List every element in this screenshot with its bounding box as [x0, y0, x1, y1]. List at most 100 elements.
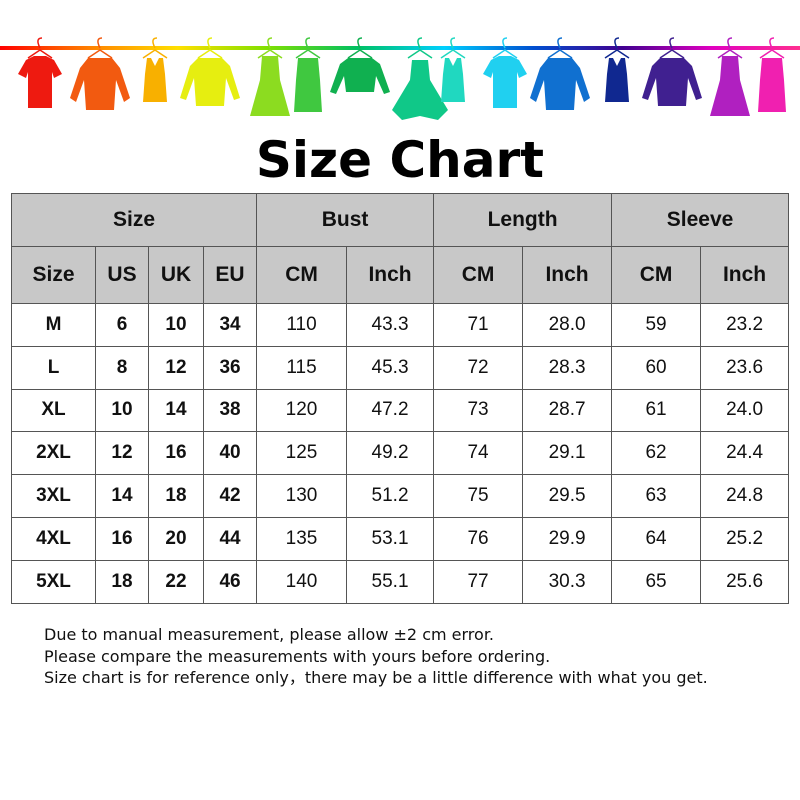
table-cell: 12 [95, 431, 149, 476]
sub-header-row: Size US UK EU CM Inch CM Inch CM Inch [11, 246, 790, 304]
table-cell: 20 [148, 516, 204, 561]
table-cell: 42 [202, 474, 258, 518]
table-cell: 28.3 [522, 345, 613, 390]
hanger-icon [347, 37, 373, 59]
hanger-icon [440, 37, 466, 59]
table-cell: 29.1 [522, 431, 613, 476]
table-cell: 10 [148, 303, 204, 347]
table-cell: 23.6 [700, 345, 790, 390]
table-cell: 72 [433, 345, 524, 390]
dress-icon [250, 37, 290, 116]
table-cell: 61 [611, 388, 702, 433]
table-cell: 16 [148, 431, 204, 476]
page-title: Size Chart [255, 131, 545, 189]
table-cell: 28.0 [522, 303, 613, 347]
hanger-icon [197, 37, 223, 59]
dress-icon [710, 37, 750, 116]
shirt-icon [70, 37, 130, 110]
table-cell: 135 [256, 516, 348, 561]
clothes-rack-banner [0, 37, 800, 120]
table-cell: 22 [148, 559, 204, 604]
hanger-icon [87, 37, 113, 59]
hanger-icon [407, 37, 433, 59]
table-cell: 25.6 [700, 559, 790, 604]
column-header: EU [202, 246, 258, 304]
group-header-length: Length [433, 193, 613, 247]
table-cell: 75 [433, 474, 524, 518]
hanger-icon [142, 37, 168, 59]
table-cell: 60 [611, 345, 702, 390]
table-cell: 110 [256, 303, 348, 347]
table-cell: 6 [95, 303, 149, 347]
table-row: 4XL 16 20 44 135 53.1 76 29.9 64 25.2 [11, 516, 790, 561]
table-cell: 14 [148, 388, 204, 433]
tank-icon [142, 37, 168, 102]
table-cell: 49.2 [346, 431, 435, 476]
note-line: Due to manual measurement, please allow … [44, 625, 495, 644]
table-row: L 8 12 36 115 45.3 72 28.3 60 23.6 [11, 345, 790, 390]
column-header: Inch [346, 246, 435, 304]
table-cell: 64 [611, 516, 702, 561]
tshirt-icon [18, 37, 62, 108]
table-cell: M [11, 303, 96, 347]
table-cell: 59 [611, 303, 702, 347]
group-header-row: Size Bust Length Sleeve [10, 193, 790, 247]
table-cell: 24.8 [700, 474, 790, 518]
hanging-rail [0, 46, 800, 50]
note-line: Please compare the measurements with you… [44, 646, 551, 666]
table-cell: 34 [202, 303, 258, 347]
table-cell: 51.2 [346, 474, 435, 518]
table-cell: 65 [611, 559, 702, 604]
column-header: Inch [700, 246, 790, 304]
hanger-icon [295, 37, 321, 59]
hanger-icon [717, 37, 743, 59]
table-cell: 71 [433, 303, 524, 347]
table-cell: 53.1 [346, 516, 435, 561]
table-cell: 23.2 [700, 303, 790, 347]
table-cell: 29.5 [522, 474, 613, 518]
table-cell: 10 [95, 388, 149, 433]
table-cell: 2XL [11, 431, 96, 476]
table-cell: 28.7 [522, 388, 613, 433]
table-cell: 36 [202, 345, 258, 390]
table-cell: 24.0 [700, 388, 790, 433]
hanger-icon [547, 37, 573, 59]
table-cell: 115 [256, 345, 348, 390]
table-cell: 3XL [11, 474, 96, 518]
hanger-icon [659, 37, 685, 59]
table-cell: 55.1 [346, 559, 435, 604]
sweater-icon [180, 37, 240, 106]
column-header: UK [148, 246, 204, 304]
table-cell: 44 [202, 516, 258, 561]
shirt-icon [530, 37, 590, 110]
table-row: XL 10 14 38 120 47.2 73 28.7 61 24.0 [11, 388, 790, 433]
table-cell: 125 [256, 431, 348, 476]
column-header: CM [256, 246, 348, 304]
table-cell: 140 [256, 559, 348, 604]
table-cell: 30.3 [522, 559, 613, 604]
column-header: Size [11, 246, 96, 304]
table-cell: 5XL [11, 559, 96, 604]
sweater-plain-icon [330, 37, 390, 94]
table-cell: 12 [148, 345, 204, 390]
table-cell: 18 [95, 559, 149, 604]
group-header-bust: Bust [256, 193, 435, 247]
table-cell: 25.2 [700, 516, 790, 561]
hanger-icon [604, 37, 630, 59]
column-header: US [95, 246, 149, 304]
table-cell: 38 [202, 388, 258, 433]
tshirt-icon [483, 37, 527, 108]
column-header: CM [611, 246, 702, 304]
hanger-icon [27, 37, 53, 59]
table-cell: 120 [256, 388, 348, 433]
table-cell: 74 [433, 431, 524, 476]
table-cell: 47.2 [346, 388, 435, 433]
table-cell: 46 [202, 559, 258, 604]
table-cell: L [11, 345, 96, 390]
dress-wide-icon [392, 37, 448, 120]
table-cell: 62 [611, 431, 702, 476]
table-cell: 77 [433, 559, 524, 604]
tank-icon [440, 37, 466, 102]
note-line: Size chart is for reference only，there m… [44, 668, 708, 687]
tank-dress-icon [758, 37, 786, 112]
